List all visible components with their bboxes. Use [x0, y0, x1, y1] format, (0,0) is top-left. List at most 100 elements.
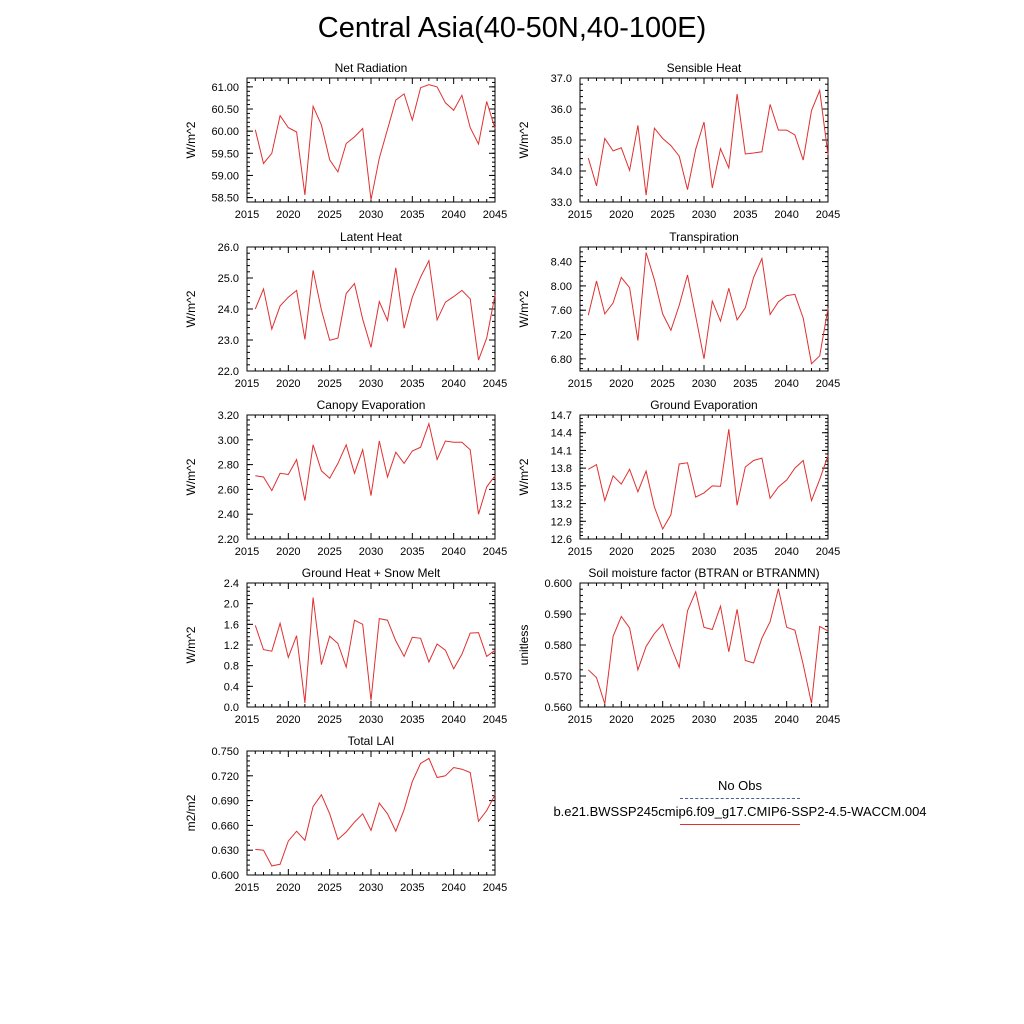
panel-4-x-tick-label: 2020 [609, 378, 633, 390]
panel-3-frame [246, 246, 496, 372]
panel-2-y-tick-label: 35.0 [551, 135, 572, 147]
panel-7-title: Ground Heat + Snow Melt [302, 566, 441, 580]
panel-1-x-tick-label: 2030 [359, 209, 383, 221]
panel-1-x-tick-label: 2020 [276, 209, 300, 221]
panel-6-x-tick-label: 2030 [692, 546, 716, 558]
panel-3-title: Latent Heat [340, 230, 403, 244]
panel-8-x-tick-label: 2045 [816, 714, 840, 726]
panel-6-x-tick-label: 2025 [650, 546, 674, 558]
panel-7-y-tick-label: 1.2 [224, 640, 239, 652]
panel-3-y-tick-label: 26.0 [218, 242, 239, 254]
panel-8-y-axis-label: unitless [517, 625, 531, 666]
panel-9-y-tick-label: 0.750 [211, 746, 239, 758]
panel-4-x-tick-label: 2025 [650, 378, 674, 390]
panel-6-x-tick-label: 2040 [774, 546, 798, 558]
panel-8-title: Soil moisture factor (BTRAN or BTRANMN) [588, 566, 819, 580]
panel-4-title: Transpiration [669, 230, 739, 244]
panel-7-y-tick-label: 0.4 [224, 681, 239, 693]
panel-6-title: Ground Evaporation [650, 398, 757, 412]
panel-5-x-tick-label: 2030 [359, 546, 383, 558]
panel-7-series-line-1 [254, 597, 496, 703]
legend: No Obs b.e21.BWSSP245cmip6.f09_g17.CMIP6… [520, 778, 960, 830]
panel-5-x-tick-label: 2015 [235, 546, 259, 558]
panel-6-y-tick-label: 14.7 [551, 410, 572, 422]
panel-4-x-tick-label: 2030 [692, 378, 716, 390]
panel-7-frame [246, 582, 496, 708]
panel-7-y-tick-label: 0.0 [224, 702, 239, 714]
panel-2-y-tick-label: 37.0 [551, 73, 572, 85]
panel-4-x-tick-label: 2040 [774, 378, 798, 390]
panel-1-y-tick-label: 61.00 [211, 82, 239, 94]
panel-9-y-axis-label: m2/m2 [184, 794, 198, 831]
panel-6-y-tick-label: 13.2 [551, 499, 572, 511]
panel-9-y-tick-label: 0.690 [211, 796, 239, 808]
panel-4-x-tick-label: 2015 [568, 378, 592, 390]
panel-3-y-axis-label: W/m^2 [184, 290, 198, 327]
legend-obs-label: No Obs [717, 778, 763, 793]
panel-1-x-tick-label: 2040 [441, 209, 465, 221]
panel-2-series-line-1 [587, 88, 829, 196]
panel-2-frame [579, 77, 829, 203]
panel-6-y-tick-label: 14.1 [551, 445, 572, 457]
panel-8-x-tick-label: 2015 [568, 714, 592, 726]
panel-3-series-line-1 [254, 258, 496, 361]
panel-3-y-tick-label: 25.0 [218, 273, 239, 285]
panel-6-x-tick-label: 2035 [733, 546, 757, 558]
panel-9-x-tick-label: 2020 [276, 882, 300, 894]
panel-5-y-tick-label: 2.20 [218, 534, 239, 546]
panel-1-y-tick-label: 60.50 [211, 104, 239, 116]
panel-4-x-tick-label: 2035 [733, 378, 757, 390]
panel-7-y-tick-label: 2.4 [224, 578, 239, 590]
panel-3-y-tick-label: 22.0 [218, 366, 239, 378]
panel-1-y-tick-label: 59.50 [211, 148, 239, 160]
panel-5-x-tick-label: 2045 [483, 546, 507, 558]
panel-7-y-tick-label: 2.0 [224, 599, 239, 611]
panel-9-y-tick-label: 0.600 [211, 870, 239, 882]
panel-9-x-tick-label: 2040 [441, 882, 465, 894]
panel-2-x-tick-label: 2035 [733, 209, 757, 221]
panel-7-x-tick-label: 2020 [276, 714, 300, 726]
panel-6-y-tick-label: 14.4 [551, 428, 572, 440]
panel-1-title: Net Radiation [335, 61, 408, 75]
panel-8-x-tick-label: 2020 [609, 714, 633, 726]
panel-5-x-tick-label: 2040 [441, 546, 465, 558]
panel-9-y-tick-label: 0.720 [211, 771, 239, 783]
panel-4-x-tick-label: 2045 [816, 378, 840, 390]
panel-5-y-tick-label: 2.80 [218, 460, 239, 472]
panel-8-y-tick-label: 0.600 [544, 578, 572, 590]
panel-1-frame [246, 77, 496, 203]
panel-1-y-tick-label: 59.00 [211, 170, 239, 182]
page-title: Central Asia(40-50N,40-100E) [317, 12, 707, 44]
panel-1-x-tick-label: 2045 [483, 209, 507, 221]
panel-2-y-tick-label: 36.0 [551, 104, 572, 116]
panel-8-x-tick-label: 2040 [774, 714, 798, 726]
panel-4-frame [579, 246, 829, 372]
panel-7-x-tick-label: 2015 [235, 714, 259, 726]
panel-1-series-line-1 [254, 84, 496, 200]
panel-3-x-tick-label: 2025 [317, 378, 341, 390]
panel-5-x-tick-label: 2035 [400, 546, 424, 558]
panel-6-x-tick-label: 2015 [568, 546, 592, 558]
panel-8-x-tick-label: 2035 [733, 714, 757, 726]
panel-1-y-axis-label: W/m^2 [184, 121, 198, 158]
panel-8-y-tick-label: 0.580 [544, 640, 572, 652]
panel-5-y-tick-label: 3.00 [218, 435, 239, 447]
panel-7-y-axis-label: W/m^2 [184, 626, 198, 663]
panel-5-y-axis-label: W/m^2 [184, 458, 198, 495]
panel-4-y-tick-label: 7.20 [551, 330, 572, 342]
panel-7-x-tick-label: 2040 [441, 714, 465, 726]
panel-8-x-tick-label: 2025 [650, 714, 674, 726]
legend-model-label: b.e21.BWSSP245cmip6.f09_g17.CMIP6-SSP2-4… [553, 804, 927, 819]
panel-7-y-tick-label: 0.8 [224, 661, 239, 673]
panel-8-y-tick-label: 0.560 [544, 702, 572, 714]
panel-3-x-tick-label: 2020 [276, 378, 300, 390]
panel-1-x-tick-label: 2035 [400, 209, 424, 221]
panel-7-x-tick-label: 2045 [483, 714, 507, 726]
panel-1-y-tick-label: 58.50 [211, 193, 239, 205]
panel-5-frame [246, 414, 496, 540]
legend-model-line [680, 824, 800, 825]
panel-3-x-tick-label: 2030 [359, 378, 383, 390]
panel-9-frame [246, 750, 496, 876]
panel-9-y-tick-label: 0.630 [211, 845, 239, 857]
